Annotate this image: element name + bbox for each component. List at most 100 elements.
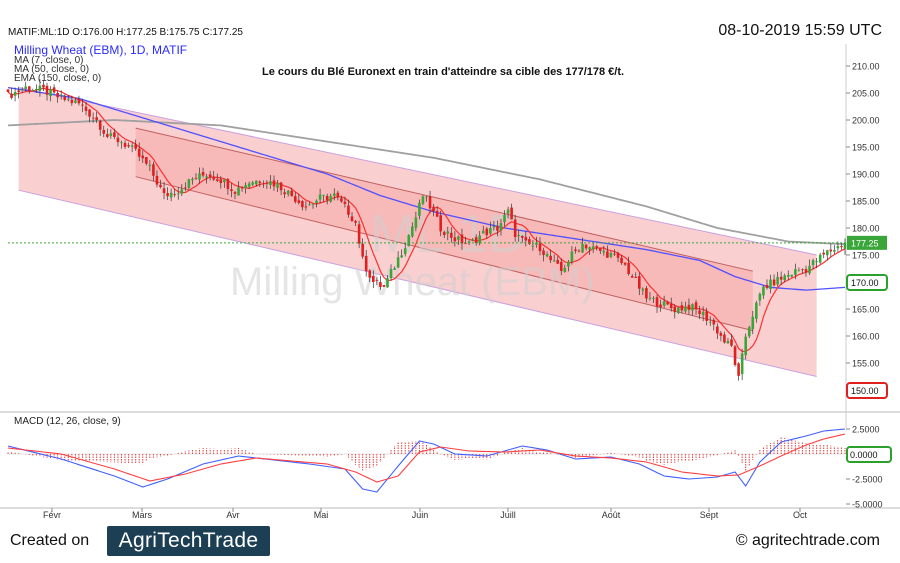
candle-body: [552, 260, 556, 262]
chart-area[interactable]: 150.00 155.00 160.00 165.00 170.00 175.00 180.…: [0, 40, 900, 521]
candle-body: [666, 301, 669, 305]
candle-body: [336, 192, 340, 198]
candle-body: [379, 282, 382, 287]
candle-body: [66, 99, 70, 101]
candle-body: [386, 278, 389, 288]
candle-body: [180, 189, 184, 194]
candle-body: [56, 92, 59, 98]
candle-body: [322, 194, 325, 196]
channel-inner-upper: [135, 127, 753, 272]
candle-body: [265, 182, 269, 184]
y-tick-label: 205.00: [852, 89, 880, 99]
candle-body: [843, 242, 847, 249]
created-on-label: Created on: [10, 532, 90, 549]
candle-body: [825, 250, 829, 256]
x-tick-label: Août: [602, 510, 621, 520]
candles: [6, 79, 847, 381]
candle-body: [570, 251, 574, 262]
candle-body: [269, 181, 272, 185]
candle-body: [396, 257, 400, 268]
candle-body: [428, 196, 432, 209]
candle-body: [350, 216, 354, 222]
candle-body: [435, 210, 439, 217]
x-tick-label: Avr: [226, 510, 239, 520]
channel-inner-fill: [135, 128, 753, 331]
candle-body: [347, 205, 350, 215]
candle-body: [400, 255, 403, 258]
candle-body: [481, 230, 485, 234]
candle-body: [6, 89, 10, 93]
candle-body: [272, 180, 276, 187]
candle-body: [45, 85, 49, 95]
y-tick-label: 165.00: [852, 305, 880, 315]
candle-body: [88, 109, 91, 117]
copyright-text[interactable]: © agritechtrade.com: [735, 532, 880, 549]
candle-body: [755, 302, 758, 319]
x-tick-label: Mars: [132, 510, 152, 520]
candle-body: [95, 117, 98, 121]
candle-body: [340, 198, 343, 202]
candle-body: [531, 245, 535, 247]
candle-body: [74, 100, 77, 103]
candle-body: [191, 178, 194, 181]
candle-body: [712, 319, 716, 325]
candle-body: [567, 261, 570, 267]
candle-body: [556, 259, 560, 264]
candle-body: [77, 99, 81, 104]
candle-body: [652, 298, 655, 299]
candle-body: [247, 183, 251, 187]
candle-body: [329, 196, 333, 202]
candle-body: [513, 219, 517, 238]
candle-body: [598, 248, 602, 251]
candle-body: [701, 311, 705, 315]
y-tick-label: 185.00: [852, 197, 880, 207]
macd-title: MACD (12, 26, close, 9): [14, 416, 121, 427]
top-bar: MATIF:ML:1D O:176.00 H:177.25 B:175.75 C…: [0, 0, 900, 44]
candle-body: [223, 179, 226, 183]
candle-body: [840, 246, 843, 248]
y-tick-label: 210.00: [852, 62, 880, 72]
y-tick-label: 200.00: [852, 116, 880, 126]
candle-body: [169, 192, 173, 198]
y-tick-label: 195.00: [852, 143, 880, 153]
candle-body: [620, 257, 623, 264]
candle-body: [460, 234, 464, 244]
candle-body: [173, 194, 176, 196]
candle-body: [680, 305, 684, 311]
candle-body: [517, 235, 521, 237]
macd-histogram: [7, 437, 846, 471]
signal-line: [7, 433, 846, 483]
candle-body: [577, 250, 581, 252]
candle-body: [496, 225, 499, 231]
candle-body: [829, 249, 833, 252]
ma7-line: [7, 87, 846, 353]
candle-body: [634, 276, 638, 278]
candle-body: [811, 260, 815, 266]
candle-body: [684, 306, 687, 312]
last-price-badge: [847, 235, 887, 250]
candle-body: [559, 261, 563, 272]
candle-body: [691, 304, 694, 311]
macd-y-label: -2.5000: [852, 475, 883, 485]
candle-body: [233, 192, 237, 194]
candle-body: [464, 243, 467, 244]
agritechtrade-logo[interactable]: AgriTechTrade: [107, 526, 270, 556]
candle-body: [453, 237, 457, 242]
candle-body: [35, 88, 38, 91]
macd-panel-background: [0, 428, 900, 508]
candle-body: [499, 223, 503, 231]
candle-body: [372, 275, 375, 283]
candle-body: [354, 220, 357, 223]
x-axis: Févr Mars Avr Mai Juin Juill Août Sept Oct: [43, 508, 807, 520]
candle-body: [797, 270, 801, 272]
candle-body: [698, 310, 701, 315]
candle-body: [152, 164, 155, 176]
candle-body: [332, 193, 336, 197]
candle-body: [602, 250, 606, 253]
candle-body: [609, 253, 613, 257]
candle-body: [24, 86, 28, 89]
candle-body: [215, 179, 219, 181]
timestamp: 08-10-2019 15:59 UTC: [718, 22, 882, 39]
candle-body: [91, 117, 95, 119]
candle-body: [549, 255, 552, 261]
